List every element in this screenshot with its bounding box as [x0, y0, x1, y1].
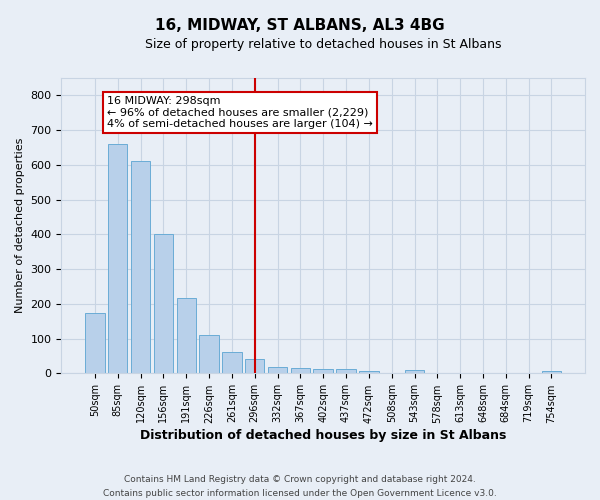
- Bar: [313, 368, 333, 374]
- Text: 16 MIDWAY: 298sqm
← 96% of detached houses are smaller (2,229)
4% of semi-detach: 16 MIDWAY: 298sqm ← 96% of detached hous…: [107, 96, 373, 130]
- Bar: [268, 367, 287, 374]
- Bar: [199, 335, 219, 374]
- Bar: [154, 234, 173, 374]
- Text: Contains HM Land Registry data © Crown copyright and database right 2024.
Contai: Contains HM Land Registry data © Crown c…: [103, 476, 497, 498]
- Bar: [176, 298, 196, 374]
- Bar: [290, 368, 310, 374]
- Bar: [245, 359, 265, 374]
- Bar: [222, 352, 242, 374]
- Text: 16, MIDWAY, ST ALBANS, AL3 4BG: 16, MIDWAY, ST ALBANS, AL3 4BG: [155, 18, 445, 32]
- Title: Size of property relative to detached houses in St Albans: Size of property relative to detached ho…: [145, 38, 502, 51]
- Bar: [337, 369, 356, 374]
- Bar: [85, 312, 104, 374]
- Bar: [131, 162, 150, 374]
- Y-axis label: Number of detached properties: Number of detached properties: [15, 138, 25, 314]
- Bar: [359, 370, 379, 374]
- Bar: [108, 144, 127, 374]
- Bar: [405, 370, 424, 374]
- Bar: [542, 371, 561, 374]
- X-axis label: Distribution of detached houses by size in St Albans: Distribution of detached houses by size …: [140, 430, 506, 442]
